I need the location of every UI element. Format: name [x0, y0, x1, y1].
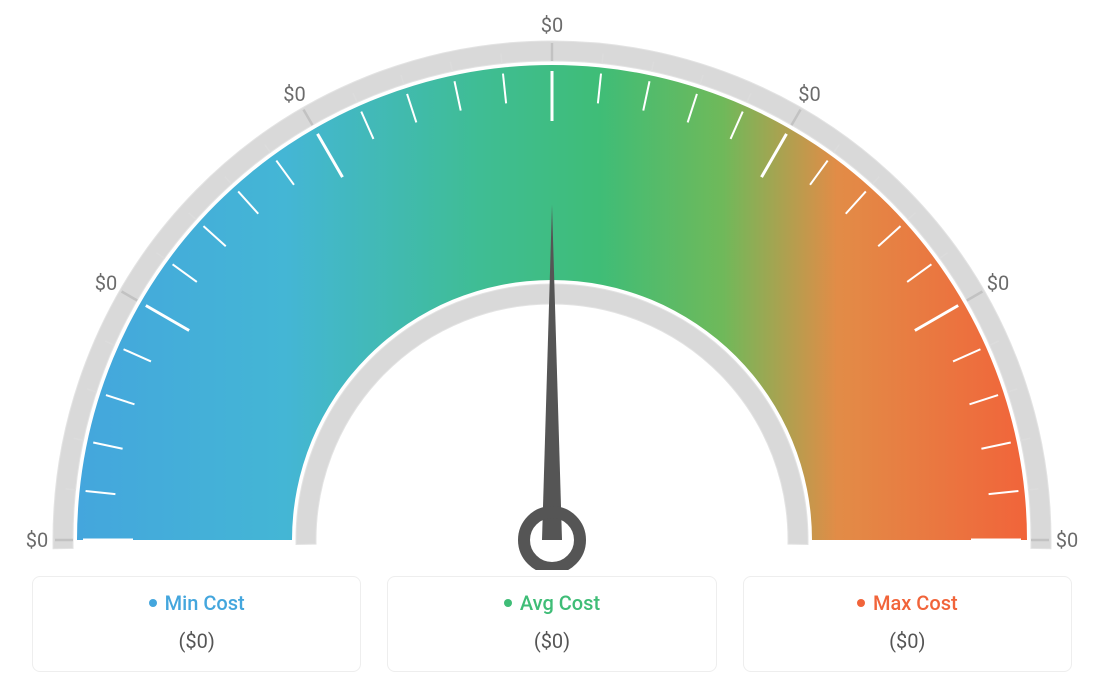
legend-title: Avg Cost [504, 591, 600, 615]
legend-title-text: Max Cost [873, 591, 958, 615]
gauge-scale-label: $0 [95, 271, 117, 295]
gauge-scale-label: $0 [541, 13, 563, 37]
gauge-scale-label: $0 [1056, 528, 1078, 552]
gauge-chart: $0$0$0$0$0$0$0 [32, 10, 1072, 570]
legend-value: ($0) [756, 629, 1059, 653]
legend-dot-icon [149, 599, 157, 607]
legend-value: ($0) [45, 629, 348, 653]
gauge-tick-outer [1028, 489, 1038, 490]
legend-title: Min Cost [149, 591, 245, 615]
gauge-svg [32, 10, 1072, 570]
legend-card: Avg Cost ($0) [387, 576, 716, 672]
legend-card: Max Cost ($0) [743, 576, 1072, 672]
legend-title-text: Min Cost [165, 591, 245, 615]
legend-dot-icon [857, 599, 865, 607]
legend-dot-icon [504, 599, 512, 607]
legend-value: ($0) [400, 629, 703, 653]
legend-card: Min Cost ($0) [32, 576, 361, 672]
legend-title-text: Avg Cost [520, 591, 600, 615]
gauge-tick-outer [501, 54, 502, 64]
legend-row: Min Cost ($0) Avg Cost ($0) Max Cost ($0) [32, 576, 1072, 672]
gauge-tick-outer [602, 54, 603, 64]
legend-title: Max Cost [857, 591, 958, 615]
gauge-scale-label: $0 [26, 528, 48, 552]
gauge-tick-outer [66, 489, 76, 490]
gauge-scale-label: $0 [798, 82, 820, 106]
gauge-scale-label: $0 [987, 271, 1009, 295]
gauge-scale-label: $0 [283, 82, 305, 106]
